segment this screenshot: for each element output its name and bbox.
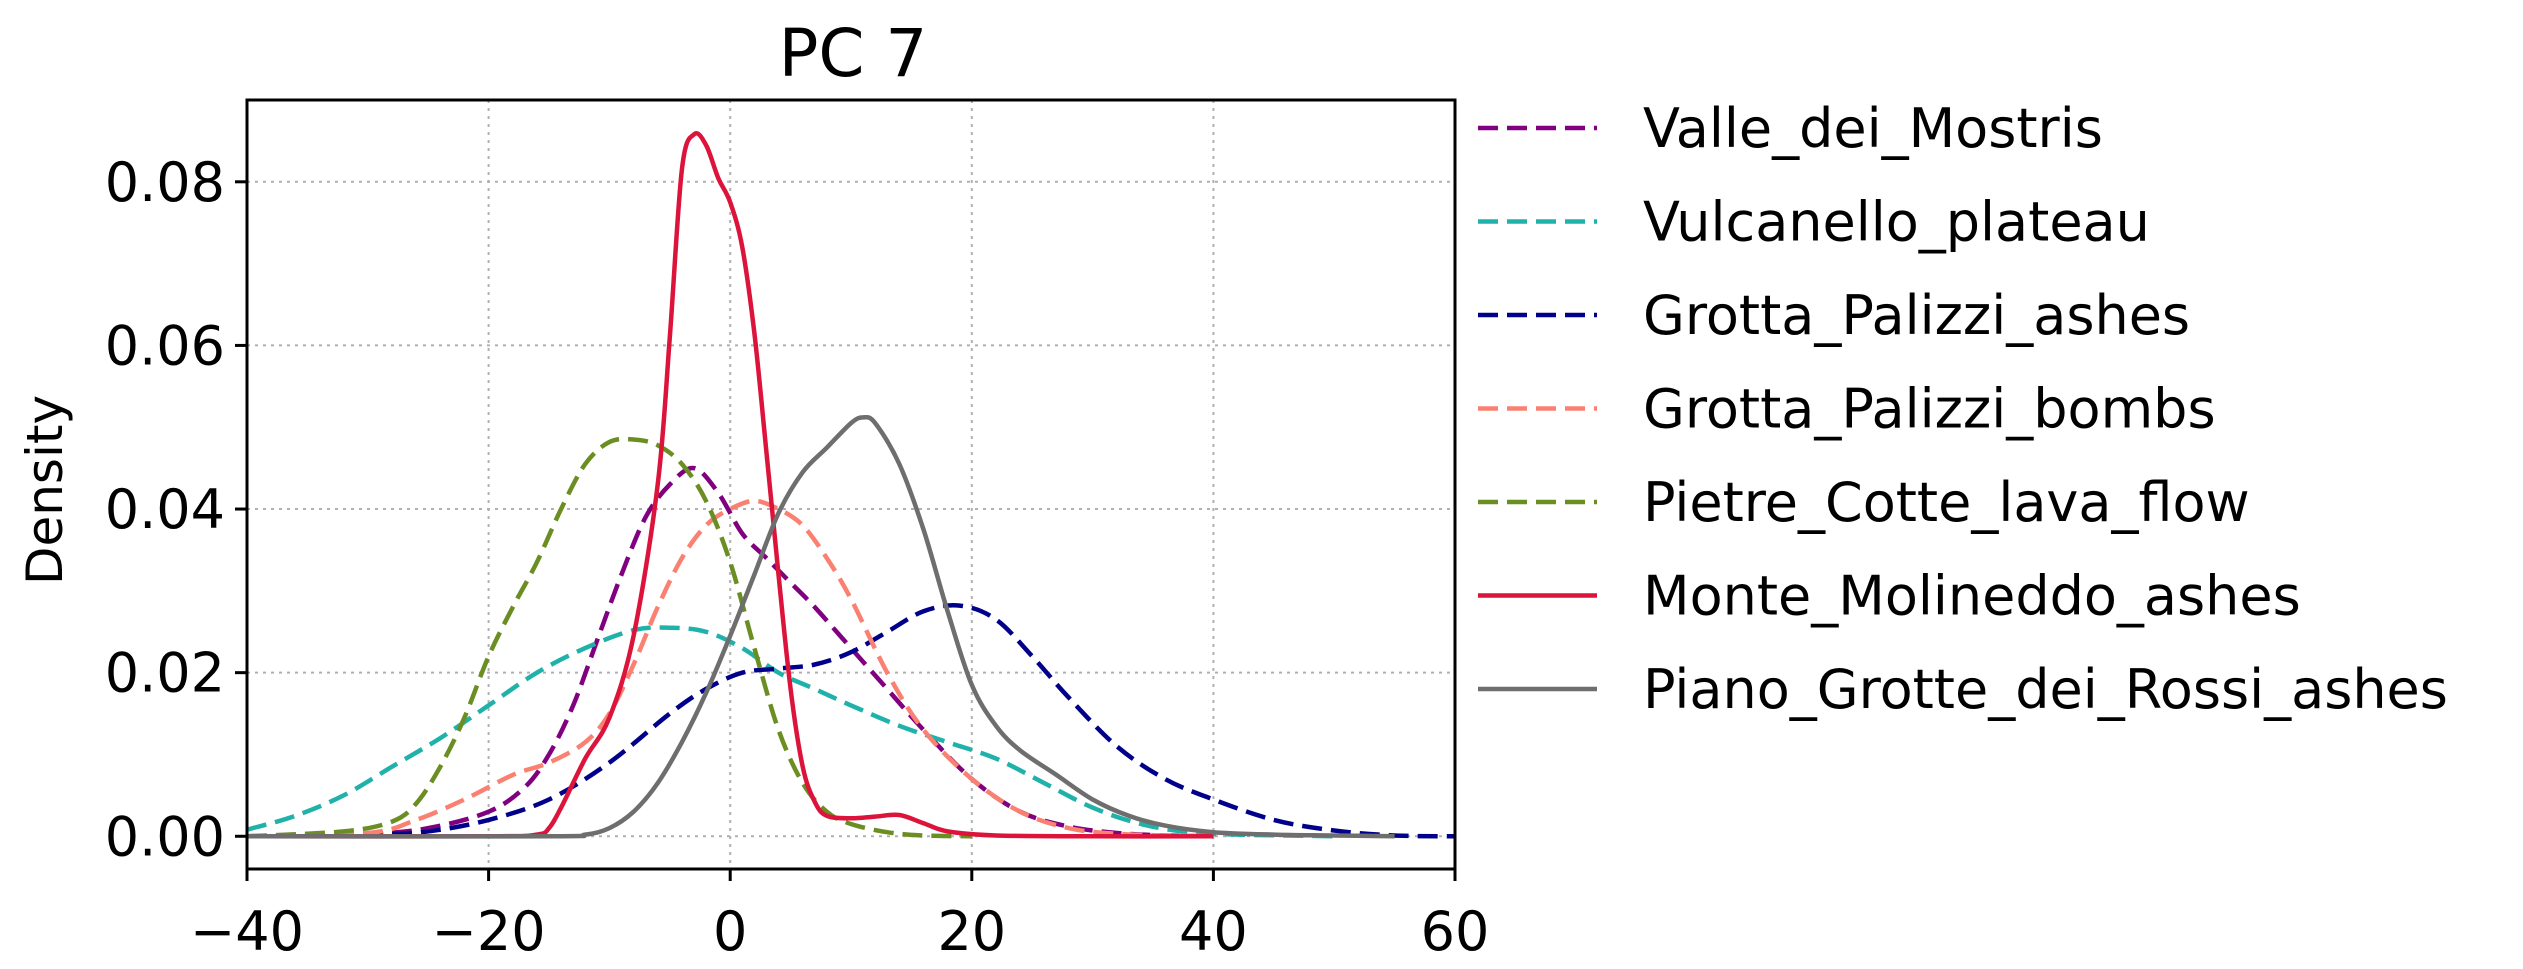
x-tick-label: −20 — [432, 900, 546, 963]
axes-frame — [245, 98, 1457, 871]
legend-label: Vulcanello_plateau — [1643, 191, 2150, 254]
x-tick-label: 40 — [1179, 900, 1248, 963]
x-tick-label: 0 — [713, 900, 747, 963]
chart-title: PC 7 — [779, 15, 928, 92]
legend-label: Monte_Molineddo_ashes — [1643, 565, 2301, 628]
legend-label: Pietre_Cotte_lava_flow — [1643, 471, 2250, 534]
legend-label: Valle_dei_Mostris — [1643, 97, 2103, 160]
y-tick-label: 0.00 — [105, 805, 225, 868]
series-line-pietre-cotte-lava-flow — [246, 436, 972, 839]
legend: Valle_dei_Mostris Vulcanello_plateau Grott… — [1478, 97, 2448, 721]
series-line-valle-dei-mostris — [246, 465, 1214, 839]
series-line-grotta-palizzi-ashes — [246, 603, 1456, 839]
series-line-piano-grotte-dei-rossi-ashes — [246, 414, 1395, 839]
x-tick-label: −40 — [190, 900, 304, 963]
y-axis-label: Density — [16, 395, 74, 585]
y-tick-label: 0.08 — [105, 151, 225, 214]
y-tick-label: 0.02 — [105, 642, 225, 705]
legend-label: Grotta_Palizzi_ashes — [1643, 284, 2190, 347]
x-tick-label: 60 — [1421, 900, 1490, 963]
grid-lines — [246, 100, 1456, 869]
series-line-monte-molineddo-ashes — [246, 131, 1214, 839]
series-line-grotta-palizzi-bombs — [246, 498, 1214, 839]
axis-ticks: −40 −20 0 20 40 60 0.00 0.02 0.04 0.06 0.08 — [105, 151, 1490, 963]
series-line-vulcanello-plateau — [246, 625, 1335, 839]
legend-label: Piano_Grotte_dei_Rossi_ashes — [1643, 658, 2448, 721]
legend-label: Grotta_Palizzi_bombs — [1643, 378, 2216, 441]
x-tick-label: 20 — [937, 900, 1006, 963]
y-tick-label: 0.06 — [105, 314, 225, 377]
plot-area — [246, 131, 1456, 839]
y-tick-label: 0.04 — [105, 478, 225, 541]
